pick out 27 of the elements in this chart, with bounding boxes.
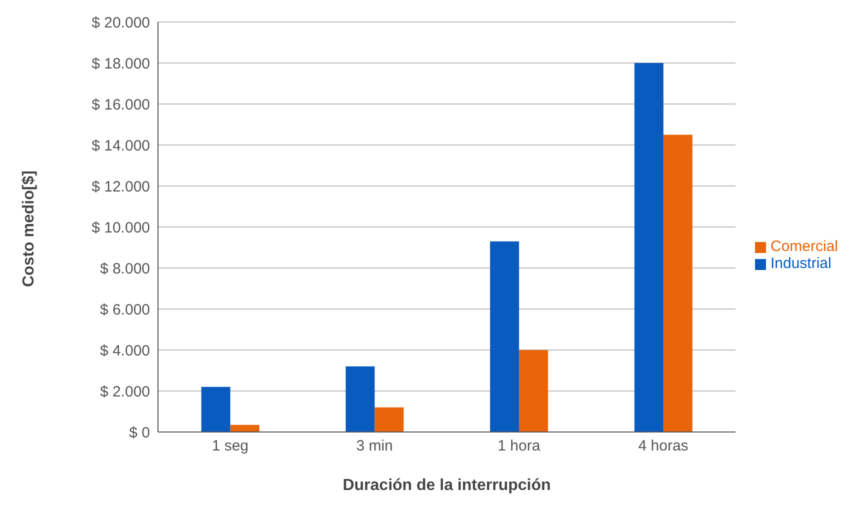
x-tick-label: 1 hora: [498, 438, 541, 455]
x-tick-label: 3 min: [356, 438, 393, 455]
bar: [374, 407, 404, 432]
y-tick-label: $ 18.000: [92, 55, 150, 72]
y-tick-label: $ 14.000: [92, 137, 150, 154]
bar: [230, 424, 260, 432]
x-axis-title: Duración de la interrupción: [342, 477, 551, 494]
bar: [519, 350, 548, 432]
y-tick-label: $ 12.000: [92, 178, 150, 196]
y-tick-label: $ 6.000: [100, 301, 150, 318]
x-tick-label: 4 horas: [638, 438, 688, 455]
y-tick-label: $ 4.000: [100, 342, 150, 360]
bar: [490, 241, 520, 432]
bar: [634, 63, 664, 432]
y-tick-label: $ 10.000: [92, 219, 150, 236]
y-tick-label: $ 20.000: [92, 14, 150, 32]
x-tick-label: 1 seg: [212, 438, 249, 455]
bar: [346, 366, 375, 432]
y-axis-title: Costo medio[$]: [20, 170, 38, 287]
legend-label: Comercial: [770, 238, 838, 255]
y-tick-label: $ 8.000: [100, 260, 150, 278]
bar: [663, 134, 692, 432]
legend-label: Industrial: [770, 255, 832, 272]
y-tick-label: $ 2.000: [100, 383, 150, 400]
bar: [201, 386, 230, 432]
y-tick-label: $ 16.000: [92, 96, 150, 114]
y-tick-label: $ 0: [129, 424, 150, 442]
